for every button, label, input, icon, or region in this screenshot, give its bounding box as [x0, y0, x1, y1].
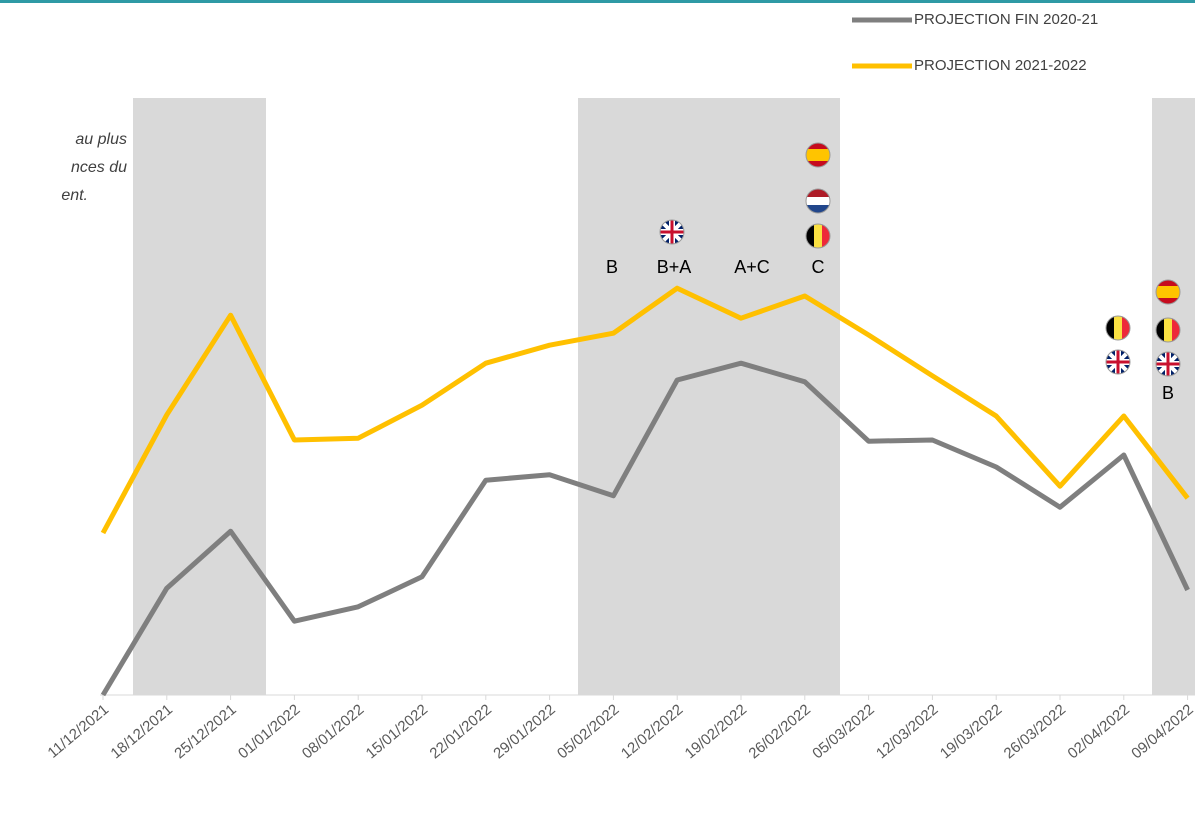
flag-part [806, 197, 830, 205]
flag-part [1172, 318, 1180, 342]
flags [659, 142, 1181, 377]
flag-part [814, 224, 822, 248]
x-tick-label: 15/01/2022 [363, 701, 431, 762]
flag-part [1106, 316, 1114, 340]
flag-rim [1155, 279, 1181, 305]
flag-part [1156, 286, 1180, 298]
flag-body [660, 220, 684, 244]
flag-part [806, 205, 830, 213]
annotation: C [812, 257, 825, 277]
flag-part [1166, 352, 1170, 376]
top-border [0, 0, 1195, 3]
shaded-period [578, 98, 840, 695]
flag-rim [805, 142, 831, 168]
annotation: B [1162, 383, 1174, 403]
flag-body [1156, 318, 1180, 342]
x-tick-label: 26/03/2022 [1001, 701, 1069, 762]
flag-es [1155, 279, 1181, 305]
annotation: B+A [657, 257, 692, 277]
flag-body [806, 143, 830, 167]
flag-be [1155, 317, 1181, 343]
x-tick-label: 11/12/2021 [45, 701, 113, 762]
flag-uk [659, 219, 685, 245]
flag-uk [1105, 349, 1131, 375]
flag-body [806, 189, 830, 213]
flag-body [806, 224, 830, 248]
flag-part [806, 149, 830, 161]
flag-part [1114, 316, 1122, 340]
x-tick-label: 25/12/2021 [171, 701, 239, 762]
flag-rim [1105, 315, 1131, 341]
x-tick-label: 08/01/2022 [299, 701, 367, 762]
series-line [100, 285, 1190, 535]
flag-part [1156, 318, 1164, 342]
series-line [100, 360, 1190, 697]
x-tick-label: 19/03/2022 [937, 701, 1005, 762]
flag-part [822, 224, 830, 248]
flag-rim [1155, 351, 1181, 377]
shaded-period [133, 98, 266, 695]
flag-rim [659, 219, 685, 245]
flag-part [670, 220, 674, 244]
flag-part [1164, 318, 1172, 342]
flag-part [806, 189, 830, 197]
flag-be [805, 223, 831, 249]
flag-rim [1155, 317, 1181, 343]
shaded-period [1152, 98, 1195, 695]
flag-part [806, 224, 814, 248]
side-text: ent. [61, 187, 88, 204]
x-tick-label: 05/02/2022 [554, 701, 622, 762]
flag-part [1122, 316, 1130, 340]
legend-label: PROJECTION FIN 2020-21 [914, 11, 1098, 28]
legend-label: PROJECTION 2021-2022 [914, 57, 1087, 74]
flag-be [1105, 315, 1131, 341]
x-tick-label: 02/04/2022 [1064, 701, 1132, 762]
flag-nl [805, 188, 831, 214]
x-tick-label: 26/02/2022 [745, 701, 813, 762]
x-tick-label: 01/01/2022 [235, 701, 303, 762]
side-text: au plus [75, 131, 127, 148]
flag-rim [1105, 349, 1131, 375]
side-text: nces du [71, 159, 127, 176]
flag-part [1116, 350, 1120, 374]
x-tick-label: 22/01/2022 [426, 701, 494, 762]
flag-rim [805, 223, 831, 249]
x-tick-label: 12/02/2022 [618, 701, 686, 762]
flag-body [1156, 352, 1180, 376]
annotation: A+C [734, 257, 770, 277]
x-tick-label: 19/02/2022 [682, 701, 750, 762]
annotation: B [606, 257, 618, 277]
flag-es [805, 142, 831, 168]
flag-body [1156, 280, 1180, 304]
x-tick-label: 18/12/2021 [107, 701, 175, 762]
x-tick-label: 12/03/2022 [873, 701, 941, 762]
x-tick-label: 29/01/2022 [490, 701, 558, 762]
flag-rim [805, 188, 831, 214]
x-tick-label: 09/04/2022 [1128, 701, 1195, 762]
flag-uk [1155, 351, 1181, 377]
flag-body [1106, 350, 1130, 374]
x-tick-label: 05/03/2022 [809, 701, 877, 762]
flag-body [1106, 316, 1130, 340]
